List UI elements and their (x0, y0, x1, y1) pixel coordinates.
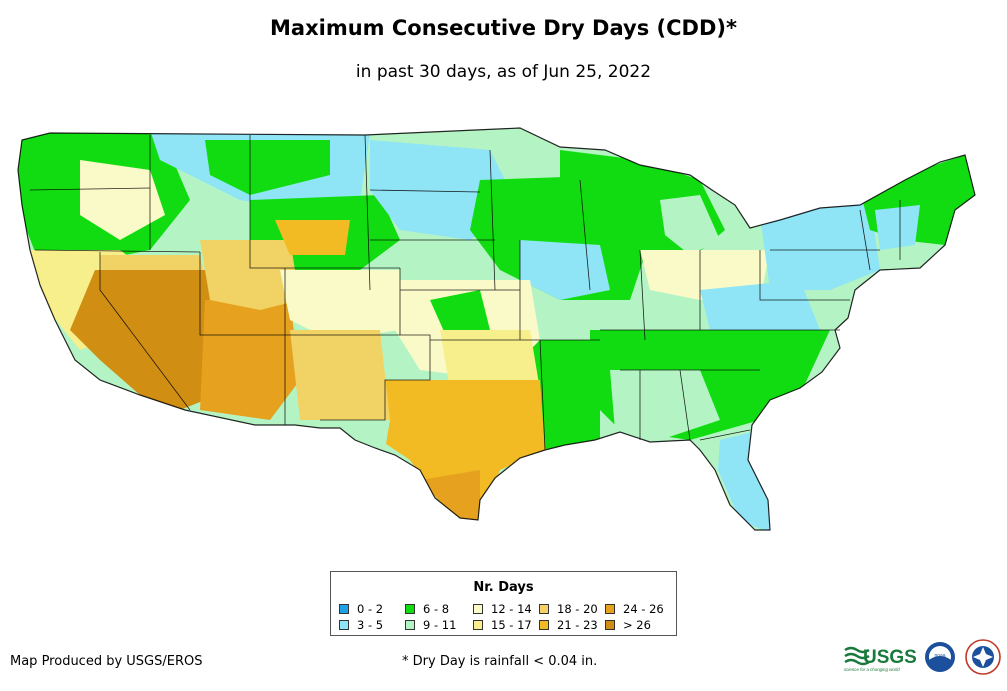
legend-item: 3 - 5 (339, 618, 383, 632)
legend-item: 24 - 26 (605, 602, 664, 616)
cdd-map (17, 127, 976, 531)
legend-box: Nr. Days 0 - 2 3 - 5 6 - 8 9 - 11 12 - 1… (330, 571, 677, 636)
svg-text:USGS: USGS (863, 647, 917, 668)
legend-item: 0 - 2 (339, 602, 383, 616)
legend-swatch (539, 604, 549, 614)
legend-item: 21 - 23 (539, 618, 598, 632)
legend-title: Nr. Days (473, 580, 534, 595)
legend-swatch (339, 604, 349, 614)
legend-item: 9 - 11 (405, 618, 456, 632)
legend-item: > 26 (605, 618, 651, 632)
legend-item: 12 - 14 (473, 602, 532, 616)
agency-logos: USGS science for a changing world noaa (844, 639, 1001, 675)
legend-swatch (605, 604, 615, 614)
legend-item: 18 - 20 (539, 602, 598, 616)
svg-text:noaa: noaa (934, 653, 945, 659)
nws-logo (965, 639, 1001, 675)
noaa-logo: noaa (925, 642, 955, 672)
usgs-logo: USGS science for a changing world (844, 646, 917, 672)
legend-swatch (339, 620, 349, 630)
legend-swatch (539, 620, 549, 630)
legend-swatch (405, 604, 415, 614)
legend-swatch (473, 604, 483, 614)
legend-swatch (605, 620, 615, 630)
dry-day-footnote: * Dry Day is rainfall < 0.04 in. (402, 654, 598, 669)
map-title: Maximum Consecutive Dry Days (CDD)* (270, 16, 737, 40)
legend-swatch (405, 620, 415, 630)
legend-item: 6 - 8 (405, 602, 449, 616)
map-subtitle: in past 30 days, as of Jun 25, 2022 (355, 62, 652, 82)
svg-text:science for a changing world: science for a changing world (844, 667, 900, 672)
legend-item: 15 - 17 (473, 618, 532, 632)
legend-swatch (473, 620, 483, 630)
map-credit: Map Produced by USGS/EROS (10, 654, 203, 669)
